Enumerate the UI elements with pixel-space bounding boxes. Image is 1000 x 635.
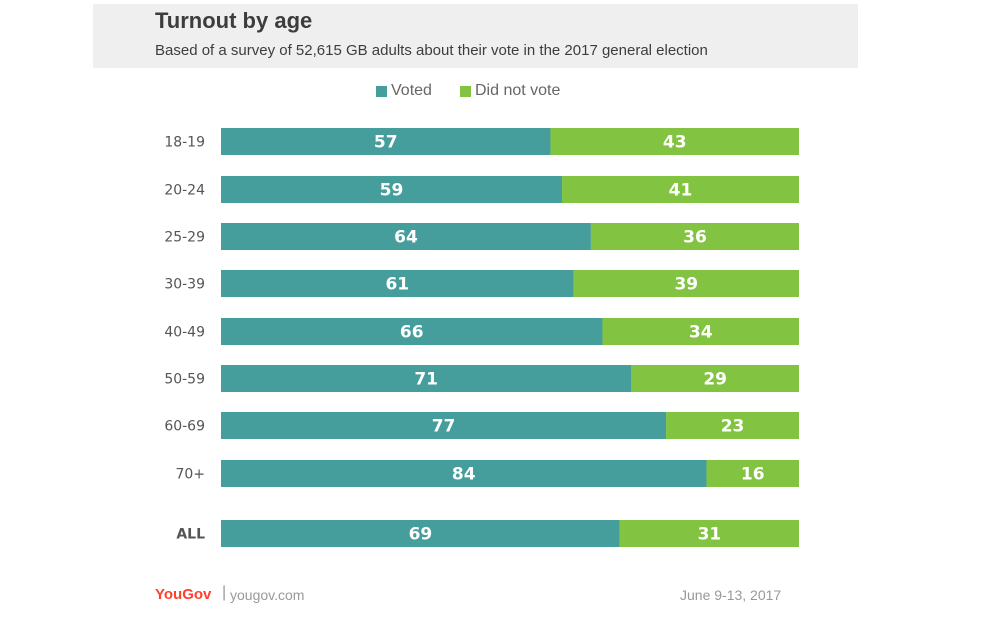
bar-did-not-vote-70 bbox=[706, 460, 799, 487]
bar-did-not-vote-all bbox=[619, 520, 799, 547]
category-label-20-24: 20-24 bbox=[164, 183, 205, 199]
data-label-did-not-vote-18-19: 43 bbox=[663, 133, 687, 153]
bar-did-not-vote-30-39 bbox=[573, 270, 799, 297]
bar-did-not-vote-25-29 bbox=[590, 223, 799, 250]
bar-voted-50-59 bbox=[221, 365, 632, 392]
footer-date: June 9-13, 2017 bbox=[680, 587, 782, 603]
data-label-voted-25-29: 64 bbox=[394, 228, 418, 248]
chart-title: Turnout by age bbox=[155, 8, 313, 33]
bar-voted-all bbox=[221, 520, 620, 547]
footer-separator: | bbox=[222, 584, 227, 601]
bar-did-not-vote-18-19 bbox=[550, 128, 799, 155]
bar-did-not-vote-40-49 bbox=[602, 318, 799, 345]
data-label-voted-40-49: 66 bbox=[400, 323, 424, 343]
category-label-30-39: 30-39 bbox=[164, 277, 205, 293]
data-label-voted-50-59: 71 bbox=[414, 370, 438, 390]
category-label-60-69: 60-69 bbox=[164, 419, 205, 435]
category-label-all: ALL bbox=[176, 527, 205, 543]
category-label-40-49: 40-49 bbox=[164, 325, 205, 341]
footer-website: yougov.com bbox=[230, 587, 305, 603]
data-label-voted-18-19: 57 bbox=[374, 133, 398, 153]
data-label-voted-60-69: 77 bbox=[432, 417, 456, 437]
bar-voted-18-19 bbox=[221, 128, 551, 155]
bar-voted-60-69 bbox=[221, 412, 667, 439]
bar-did-not-vote-20-24 bbox=[562, 176, 799, 203]
data-label-did-not-vote-70: 16 bbox=[741, 465, 765, 485]
legend-item-did-not-vote: Did not vote bbox=[460, 82, 560, 100]
data-label-did-not-vote-50-59: 29 bbox=[703, 370, 727, 390]
data-label-voted-20-24: 59 bbox=[380, 181, 404, 201]
legend-swatch-did-not-vote bbox=[460, 85, 471, 97]
data-label-did-not-vote-40-49: 34 bbox=[689, 323, 713, 343]
data-label-voted-all: 69 bbox=[409, 525, 433, 545]
category-label-25-29: 25-29 bbox=[164, 230, 205, 246]
data-label-voted-70: 84 bbox=[452, 465, 476, 485]
data-label-voted-30-39: 61 bbox=[385, 275, 409, 295]
legend-label-did-not-vote: Did not vote bbox=[475, 82, 561, 99]
bar-voted-20-24 bbox=[221, 176, 563, 203]
header-background bbox=[93, 4, 858, 68]
chart-subtitle: Based of a survey of 52,615 GB adults ab… bbox=[155, 42, 708, 59]
bar-voted-70 bbox=[221, 460, 707, 487]
legend-item-voted: Voted bbox=[376, 82, 432, 100]
bar-voted-25-29 bbox=[221, 223, 591, 250]
category-label-70: 70+ bbox=[175, 467, 205, 483]
bar-did-not-vote-60-69 bbox=[666, 412, 799, 439]
bar-voted-30-39 bbox=[221, 270, 574, 297]
data-label-did-not-vote-30-39: 39 bbox=[674, 275, 698, 295]
yougov-logo: YouGov bbox=[155, 586, 212, 603]
data-label-did-not-vote-25-29: 36 bbox=[683, 228, 707, 248]
category-label-18-19: 18-19 bbox=[164, 135, 205, 151]
legend-swatch-voted bbox=[376, 85, 387, 97]
data-label-did-not-vote-20-24: 41 bbox=[669, 181, 693, 201]
data-label-did-not-vote-60-69: 23 bbox=[721, 417, 745, 437]
data-label-did-not-vote-all: 31 bbox=[698, 525, 722, 545]
legend-label-voted: Voted bbox=[391, 82, 432, 99]
legend: Voted Did not vote bbox=[0, 82, 1000, 104]
bar-did-not-vote-50-59 bbox=[631, 365, 799, 392]
bar-voted-40-49 bbox=[221, 318, 603, 345]
category-label-50-59: 50-59 bbox=[164, 372, 205, 388]
